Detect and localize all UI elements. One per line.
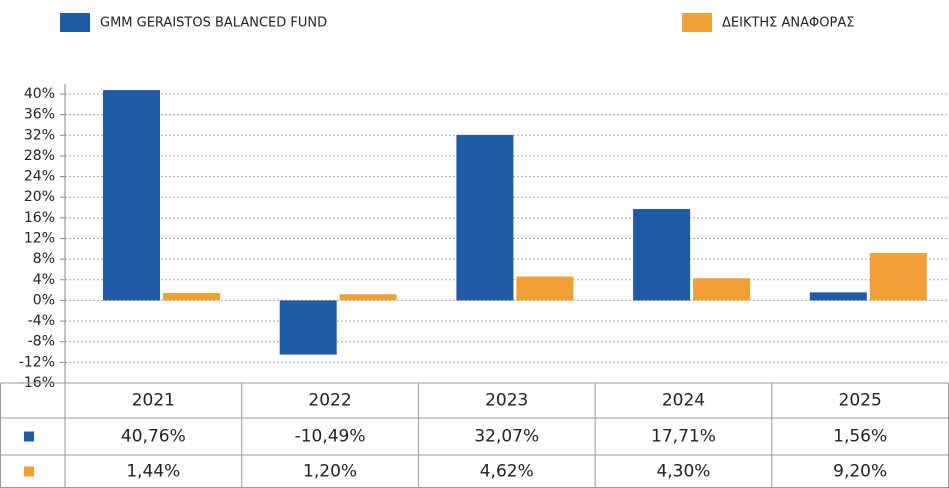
y-tick-label: 32%	[24, 127, 55, 143]
x-tick-label: 2022	[308, 391, 351, 411]
bar	[163, 292, 220, 301]
table-value: 1,20%	[303, 462, 357, 482]
x-tick-label: 2024	[662, 391, 705, 411]
y-tick-label: 20%	[24, 189, 55, 205]
legend-swatch	[60, 13, 90, 32]
y-tick-label: 4%	[33, 272, 55, 288]
y-tick-label: -4%	[28, 313, 55, 329]
y-tick-label: 12%	[24, 231, 55, 247]
bar	[869, 252, 927, 301]
x-tick-label: 2023	[485, 391, 528, 411]
y-tick-label: 8%	[33, 251, 55, 267]
x-tick-label: 2021	[132, 391, 175, 411]
y-tick-label: -8%	[28, 334, 55, 350]
table-value: 4,30%	[656, 462, 710, 482]
legend-label: GMM GERAISTOS BALANCED FUND	[100, 16, 327, 31]
table-value: 1,56%	[833, 427, 887, 447]
y-tick-label: 40%	[24, 86, 55, 102]
x-tick-label: 2025	[839, 391, 882, 411]
y-tick-label: 36%	[24, 107, 55, 123]
y-tick-label: 24%	[24, 169, 55, 185]
y-tick-label: -12%	[19, 354, 55, 370]
legend-swatch	[682, 13, 712, 32]
bar	[339, 294, 397, 301]
bar	[516, 276, 574, 301]
table-legend-swatch	[24, 431, 34, 442]
table-value: 40,76%	[121, 427, 186, 447]
bar	[633, 209, 691, 301]
table-legend-swatch	[24, 466, 34, 477]
y-tick-label: 16%	[24, 210, 55, 226]
table-value: 4,62%	[480, 462, 534, 482]
table-value: 32,07%	[474, 427, 539, 447]
bar	[103, 90, 160, 301]
bar	[693, 278, 751, 301]
y-tick-label: 0%	[33, 292, 55, 308]
table-value: -10,49%	[295, 427, 366, 447]
table-value: 17,71%	[651, 427, 716, 447]
legend-label: ΔΕΙΚΤΗΣ ΑΝΑΦΟΡΑΣ	[722, 16, 854, 31]
y-tick-label: 28%	[24, 148, 55, 164]
bar	[456, 134, 514, 301]
bar	[279, 300, 337, 355]
table-value: 9,20%	[833, 462, 887, 482]
table-value: 1,44%	[126, 462, 180, 482]
bar	[809, 292, 867, 301]
